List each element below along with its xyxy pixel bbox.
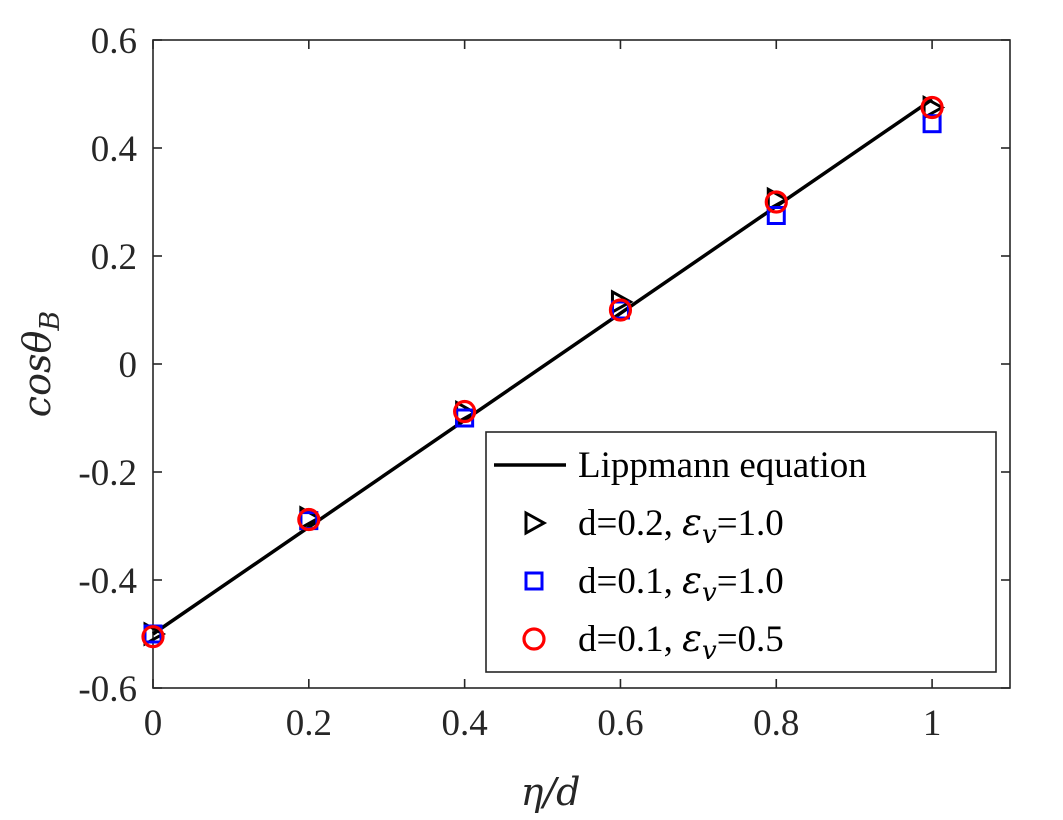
legend-marker (522, 627, 546, 651)
x-tick-label: 0.6 (597, 703, 643, 744)
legend-box (485, 431, 997, 673)
y-tick-label: 0.6 (91, 21, 137, 62)
data-point (922, 114, 942, 134)
legend-label-series-2: d=0.1, εv=1.0 (578, 559, 784, 608)
y-tick-label: -0.4 (78, 561, 137, 602)
data-point (453, 399, 477, 424)
legend-label-lippmann: Lippmann equation (578, 445, 867, 486)
x-tick-label: 0.8 (753, 703, 799, 744)
data-point (766, 206, 786, 225)
y-tick-label: -0.2 (78, 453, 137, 494)
plot-data (141, 94, 946, 649)
data-point (920, 95, 944, 120)
data-point (297, 507, 321, 532)
y-tick-label: 0.2 (91, 237, 137, 278)
x-axis-title: η/d (521, 770, 581, 814)
y-tick-label: 0 (119, 345, 138, 386)
data-point (141, 625, 165, 649)
legend-marker (524, 571, 544, 591)
plot-axes: 0 0.2 0.4 0.6 0.8 1 -0.6 -0.4 -0.2 0 0.2 0.4 0.6 η/d c… (15, 21, 1011, 814)
lippmann-line (152, 97, 934, 636)
x-tick-label: 0 (144, 703, 163, 744)
legend-label-series-3: d=0.1, εv=0.5 (578, 617, 784, 666)
y-axis-title: cosθB (15, 311, 66, 417)
x-tick-label: 0.2 (286, 703, 332, 744)
data-point (764, 190, 788, 214)
data-point (610, 300, 630, 320)
legend-label-series-1: d=0.2, εv=1.0 (578, 501, 784, 550)
y-tick-label: 0.4 (91, 129, 137, 170)
data-point (608, 298, 633, 322)
legend-marker (524, 510, 548, 536)
y-tick-label: -0.6 (78, 669, 137, 710)
x-tick-label: 1 (923, 703, 942, 744)
legend: Lippmann equation d=0.2, εv=1.0 d=0.1, εv=… (485, 431, 997, 673)
data-point (922, 94, 946, 121)
series-3 (141, 95, 944, 649)
x-tick-label: 0.4 (442, 703, 488, 744)
